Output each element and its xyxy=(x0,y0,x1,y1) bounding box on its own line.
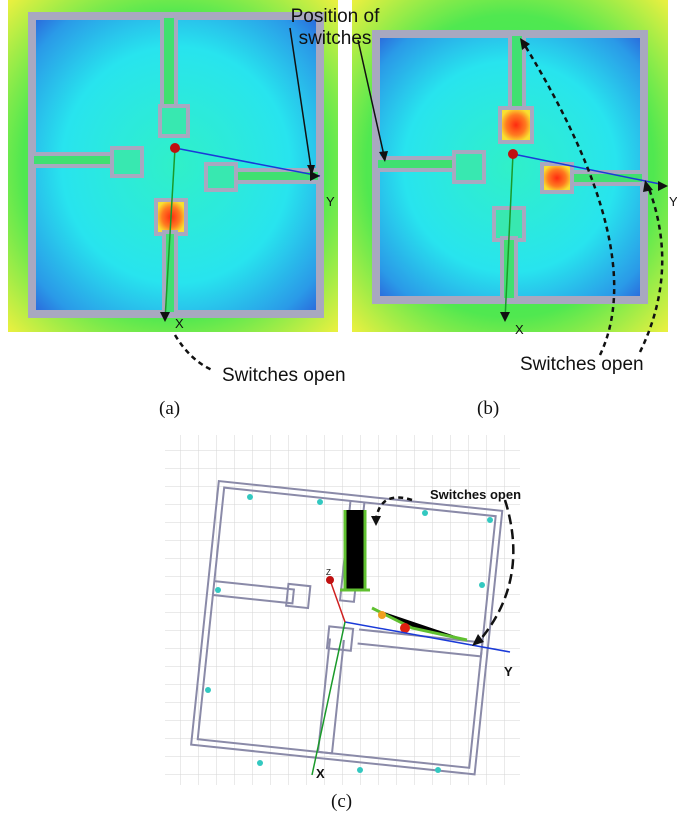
axis-label: X xyxy=(515,322,524,337)
panel-label: (a) xyxy=(159,398,181,419)
panel-a-art xyxy=(8,0,338,372)
annotation: Switches open xyxy=(430,487,522,502)
annotation: Switches open xyxy=(222,365,346,386)
panel-label: (c) xyxy=(331,791,353,812)
axis-label: X xyxy=(316,766,325,781)
axis-label: X xyxy=(175,316,184,331)
axis-label: Z xyxy=(326,568,331,577)
annotation: Position of switches xyxy=(290,6,380,49)
axis-label: Y xyxy=(669,194,677,209)
panel-label: (b) xyxy=(477,398,500,419)
panel-c-art xyxy=(165,435,520,785)
annotation: Switches open xyxy=(520,354,644,375)
axis-label: Y xyxy=(504,664,513,679)
panel-b-art xyxy=(352,0,668,356)
axis-label: Y xyxy=(326,194,335,209)
